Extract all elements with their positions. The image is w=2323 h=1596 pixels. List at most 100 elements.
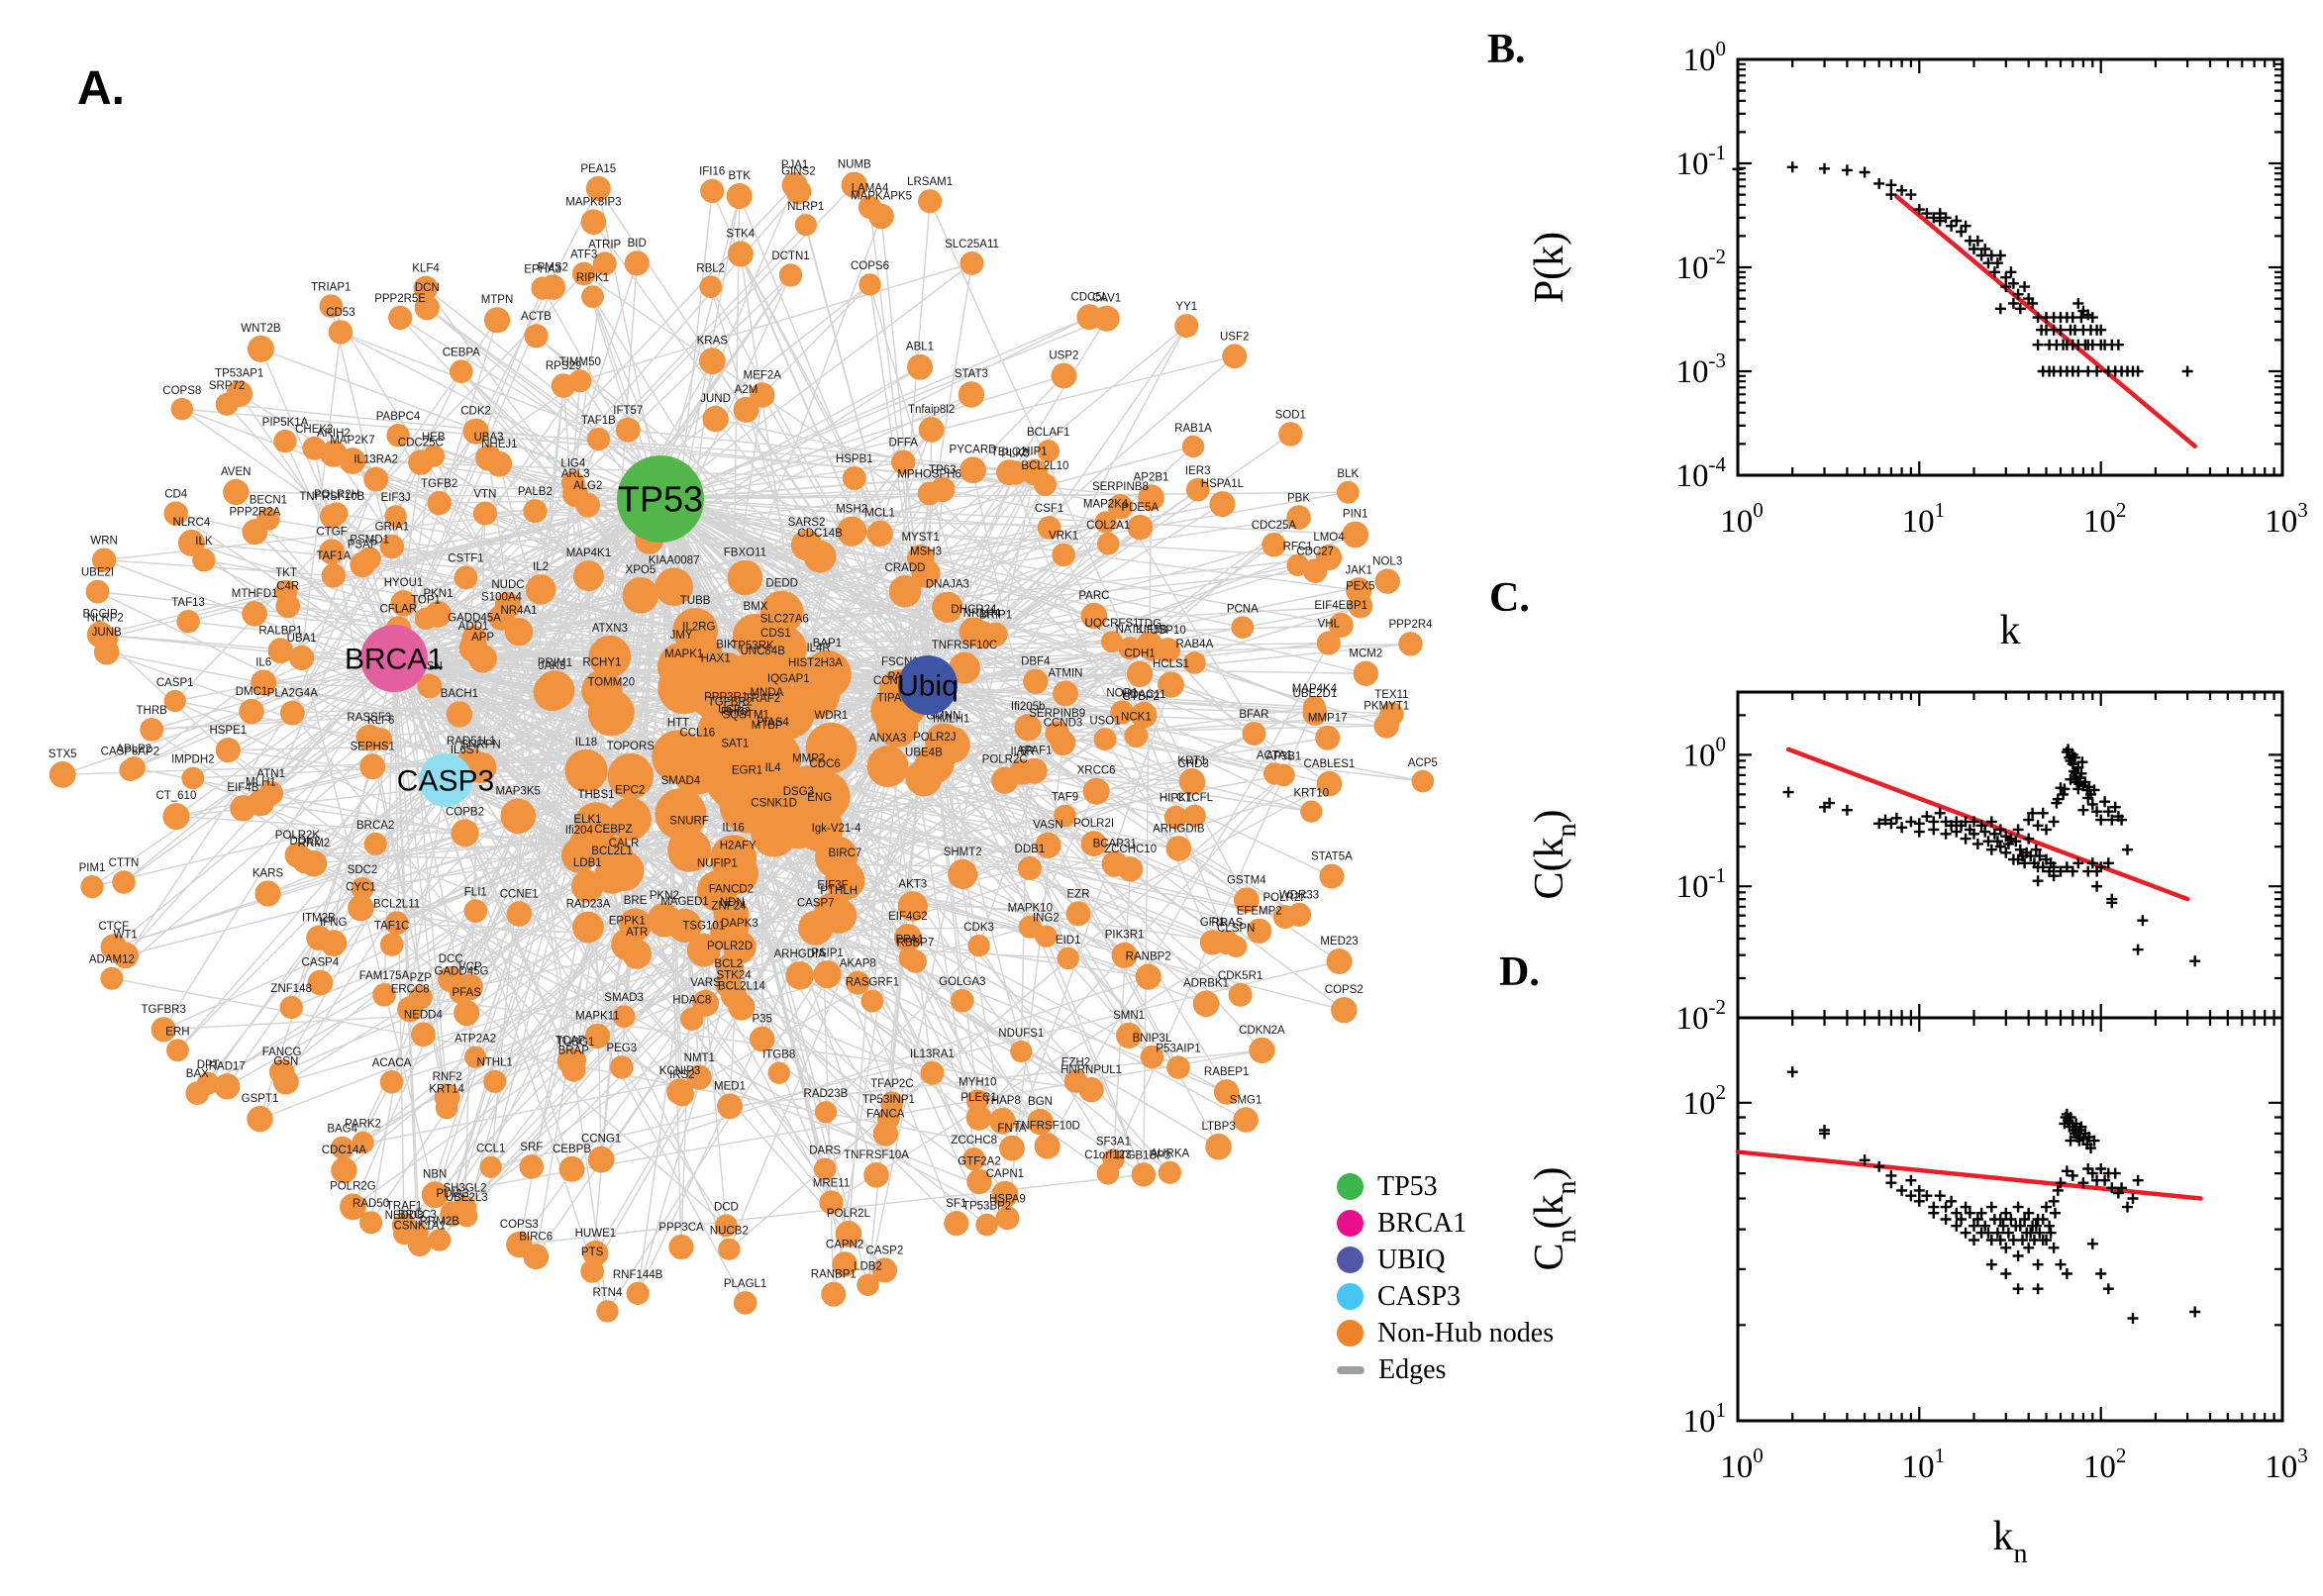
gene-label: PIK3R1: [1105, 930, 1145, 942]
network-node: [1319, 863, 1345, 889]
gene-label: EIF4G2: [888, 911, 928, 923]
gene-label: BRCA2: [356, 820, 394, 832]
gene-label: KRAS: [697, 335, 729, 347]
gene-label: ATRIP: [588, 239, 621, 250]
gene-label: CAV1: [1092, 293, 1121, 305]
gene-label: MTBP: [752, 720, 783, 732]
network-node: [1158, 671, 1184, 698]
network-node: [163, 501, 188, 526]
network-node: [714, 1214, 738, 1238]
network-node: [686, 1064, 712, 1090]
gene-label: SOD1: [1275, 409, 1306, 421]
gene-label: CCND3: [1044, 717, 1083, 729]
gene-label: MSH3: [910, 547, 942, 558]
gene-label: P53AIP1: [1156, 1043, 1200, 1054]
gene-label: ACTB: [521, 311, 552, 323]
hub-node-casp3: [419, 753, 472, 807]
gene-label: PJA1: [781, 159, 809, 171]
network-node: [1316, 770, 1343, 797]
network-node: [215, 738, 241, 763]
gene-label: SMG1: [1230, 1094, 1262, 1106]
gene-label: IFT57: [613, 405, 643, 417]
legend-item-casp3: CASP3: [1337, 1278, 1554, 1315]
network-node: [1286, 902, 1312, 927]
gene-label: PABPC4: [376, 411, 421, 423]
legend-item-non-hub-nodes: Non-Hub nodes: [1337, 1315, 1554, 1351]
network-node: [1080, 602, 1108, 630]
gene-label: MYST1: [902, 532, 940, 544]
gene-label: CDK2: [460, 406, 491, 418]
network-node: [247, 335, 274, 362]
gene-label: CCL16: [679, 727, 715, 739]
network-node: [767, 1061, 790, 1084]
gene-label: CABLES1: [1304, 758, 1356, 770]
gene-label: BCCIP: [83, 609, 118, 621]
legend-item-edges: Edges: [1337, 1351, 1554, 1388]
network-node: [307, 969, 334, 996]
network-node: [592, 251, 617, 276]
network-node: [967, 620, 996, 649]
tick-label: 100: [1720, 498, 1764, 540]
network-node: [1228, 982, 1253, 1007]
gene-label: COPS6: [851, 260, 889, 272]
network-node: [450, 359, 473, 384]
gene-label: FNTA: [997, 1123, 1027, 1135]
network-node: [451, 819, 479, 848]
network-node: [1398, 632, 1423, 656]
network-node: [339, 448, 366, 474]
gene-label: RRM2: [298, 838, 331, 849]
gene-label: CASP2: [866, 1245, 904, 1256]
gene-label: USF2: [1220, 331, 1249, 343]
network-node: [80, 875, 104, 899]
gene-label: DCC: [439, 953, 463, 965]
network-node: [825, 860, 865, 901]
network-node: [427, 490, 452, 516]
tick-label: 102: [2083, 498, 2127, 540]
gene-label: TIMM50: [559, 356, 601, 368]
legend-item-tp53: TP53: [1337, 1168, 1554, 1205]
gene-label: TP53INP1: [862, 1094, 915, 1106]
gene-label: PPP3CA: [658, 1222, 704, 1234]
gene-label: TAF9: [1052, 792, 1078, 804]
network-node: [1111, 942, 1138, 968]
network-node: [1096, 533, 1120, 555]
gene-label: TAF1A: [316, 550, 351, 562]
gene-label: CTBP2: [1123, 691, 1160, 703]
gene-label: ERH: [165, 1026, 189, 1038]
network-node: [523, 499, 548, 524]
gene-label: TCAP: [556, 1036, 586, 1047]
panel-label-c: C.: [1489, 575, 1530, 621]
network-node: [519, 1154, 545, 1179]
gene-label: HUWE1: [575, 1228, 617, 1240]
hub-label-brca1: BRCA1: [345, 644, 444, 676]
gene-label: BGN: [1028, 1096, 1053, 1108]
gene-label: TNFRSF10A: [844, 1149, 909, 1161]
gene-label: POLR2I: [1073, 818, 1114, 830]
network-node: [580, 209, 607, 235]
network-node: [388, 305, 413, 330]
gene-label: NLRC4: [173, 517, 211, 529]
network-node: [1003, 460, 1028, 485]
gene-label: EIF3F: [817, 879, 848, 891]
network-node: [1374, 568, 1400, 594]
gene-label: BAG4: [327, 1124, 357, 1136]
network-node: [140, 718, 164, 742]
gene-label: CDC27: [1296, 546, 1334, 557]
y-axis-title: C(kn): [1527, 810, 1582, 900]
gene-label: NLRP1: [787, 201, 824, 213]
gene-label: CSTF1: [448, 553, 483, 565]
gene-label: PEX5: [1346, 581, 1374, 593]
network-node: [857, 1273, 879, 1297]
gene-label: ARL3: [561, 468, 590, 480]
gene-label: PKMYT1: [1364, 700, 1409, 712]
network-node: [1126, 660, 1154, 687]
gene-label: TELO2: [991, 447, 1027, 458]
y-axis-title: Cn(kn): [1527, 1166, 1582, 1270]
gene-label: RRAS: [1211, 918, 1243, 930]
network-node: [585, 175, 611, 201]
network-node: [1166, 1055, 1190, 1079]
gene-label: CASP4: [302, 957, 340, 969]
plot-frame: [1736, 1016, 2284, 1423]
gene-label: THBS1: [577, 789, 614, 801]
gene-label: CCL1: [476, 1144, 505, 1155]
